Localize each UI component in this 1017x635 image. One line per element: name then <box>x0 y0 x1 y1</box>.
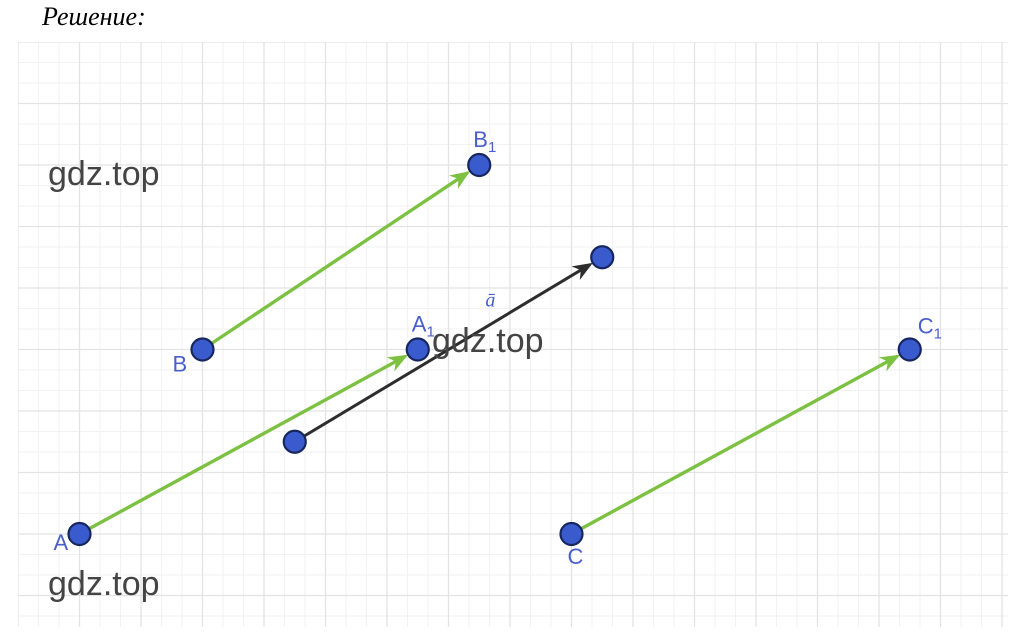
label-B: B <box>173 352 188 377</box>
point-C1 <box>899 339 921 361</box>
point-a_start <box>284 431 306 453</box>
point-C <box>561 523 583 545</box>
point-A1 <box>407 339 429 361</box>
point-B1 <box>468 154 490 176</box>
point-a_end <box>591 246 613 268</box>
label-C: C <box>568 544 584 569</box>
label-A: A <box>54 530 69 555</box>
watermark-3: gdz.top <box>48 565 160 604</box>
page-title: Решение: <box>42 2 146 32</box>
vector-a-label: ā <box>485 289 495 311</box>
point-B <box>192 339 214 361</box>
point-A <box>69 523 91 545</box>
watermark-2: gdz.top <box>432 322 544 361</box>
watermark-1: gdz.top <box>48 155 160 194</box>
